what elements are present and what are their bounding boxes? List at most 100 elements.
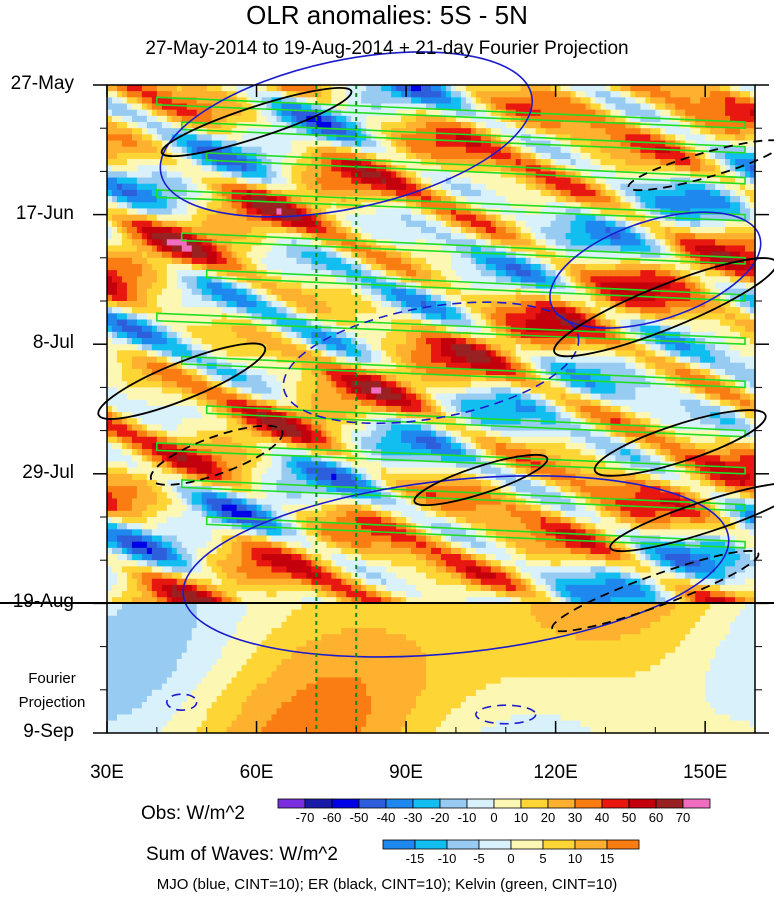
heatmap-cell — [411, 214, 417, 222]
heatmap-cell — [435, 183, 442, 191]
heatmap-cell — [590, 257, 597, 265]
heatmap-cell — [695, 91, 701, 98]
heatmap-cell — [256, 85, 263, 92]
heatmap-cell — [141, 220, 148, 228]
heatmap-cell — [560, 128, 567, 135]
heatmap-cell — [381, 270, 387, 277]
heatmap-cell — [156, 319, 163, 327]
heatmap-cell — [111, 152, 118, 160]
heatmap-cell — [316, 257, 322, 265]
heatmap-cell — [241, 319, 248, 327]
heatmap-cell — [690, 152, 696, 160]
heatmap-cell — [181, 103, 188, 111]
heatmap-cell — [665, 103, 671, 111]
heatmap-cell — [655, 245, 661, 253]
heatmap-cell — [620, 245, 626, 253]
heatmap-cell — [391, 257, 397, 265]
heatmap-cell — [590, 251, 597, 259]
heatmap-cell — [700, 159, 706, 166]
heatmap-cell — [331, 97, 337, 105]
heatmap-cell — [107, 233, 113, 240]
heatmap-cell — [136, 202, 143, 210]
heatmap-cell — [351, 245, 357, 253]
heatmap-cell — [296, 189, 302, 197]
heatmap-cell — [460, 159, 467, 166]
heatmap-cell — [725, 251, 731, 259]
heatmap-cell — [206, 91, 213, 98]
heatmap-cell — [695, 301, 701, 308]
heatmap-cell — [590, 140, 597, 148]
heatmap-cell — [610, 122, 617, 129]
heatmap-cell — [181, 85, 188, 92]
heatmap-cell — [291, 276, 298, 284]
heatmap-cell — [650, 257, 656, 265]
heatmap-cell — [445, 220, 452, 228]
heatmap-cell — [426, 251, 432, 259]
heatmap-cell — [500, 263, 507, 271]
heatmap-cell — [685, 301, 691, 308]
heatmap-cell — [495, 85, 502, 92]
heatmap-cell — [715, 183, 721, 191]
heatmap-cell — [291, 97, 298, 105]
heatmap-cell — [236, 307, 243, 314]
heatmap-cell — [181, 202, 188, 210]
heatmap-cell — [256, 294, 263, 302]
heatmap-cell — [590, 122, 597, 129]
heatmap-cell — [685, 128, 691, 135]
heatmap-cell — [331, 313, 337, 321]
heatmap-cell — [186, 109, 193, 117]
heatmap-cell — [595, 263, 602, 271]
heatmap-cell — [306, 85, 312, 92]
heatmap-cell — [416, 152, 422, 160]
heatmap-cell — [186, 214, 193, 222]
heatmap-cell — [735, 159, 741, 166]
heatmap-cell — [750, 270, 756, 277]
heatmap-cell — [161, 97, 168, 105]
heatmap-cell — [161, 307, 168, 314]
heatmap-cell — [386, 226, 392, 234]
heatmap-cell — [695, 183, 701, 191]
heatmap-cell — [107, 97, 113, 105]
heatmap-cell — [107, 85, 113, 92]
heatmap-cell — [301, 276, 307, 284]
heatmap-cell — [301, 152, 307, 160]
heatmap-cell — [191, 245, 198, 253]
heatmap-cell — [735, 146, 741, 154]
heatmap-cell — [211, 183, 218, 191]
heatmap-cell — [107, 134, 113, 142]
heatmap-cell — [161, 134, 168, 142]
heatmap-cell — [316, 103, 322, 111]
heatmap-cell — [480, 103, 487, 111]
heatmap-cell — [590, 282, 597, 290]
heatmap-cell — [416, 208, 422, 216]
heatmap-cell — [386, 288, 392, 296]
heatmap-cell — [730, 208, 736, 216]
heatmap-cell — [605, 159, 612, 166]
heatmap-cell — [730, 233, 736, 240]
heatmap-cell — [316, 288, 322, 296]
heatmap-cell — [406, 134, 412, 142]
heatmap-cell — [416, 140, 422, 148]
heatmap-cell — [630, 214, 636, 222]
heatmap-cell — [391, 226, 397, 234]
heatmap-cell — [500, 307, 507, 314]
heatmap-cell — [256, 189, 263, 197]
heatmap-cell — [595, 307, 602, 314]
heatmap-cell — [406, 189, 412, 197]
heatmap-cell — [625, 282, 631, 290]
heatmap-cell — [331, 202, 337, 210]
heatmap-cell — [236, 152, 243, 160]
heatmap-cell — [465, 239, 472, 247]
heatmap-cell — [316, 208, 322, 216]
heatmap-cell — [560, 294, 567, 302]
heatmap-cell — [575, 165, 582, 172]
heatmap-cell — [246, 251, 253, 259]
heatmap-cell — [211, 214, 218, 222]
heatmap-cell — [495, 226, 502, 234]
heatmap-cell — [550, 233, 557, 240]
heatmap-cell — [750, 171, 756, 179]
heatmap-cell — [281, 233, 288, 240]
heatmap-cell — [545, 196, 552, 203]
heatmap-cell — [740, 196, 746, 203]
heatmap-cell — [301, 263, 307, 271]
